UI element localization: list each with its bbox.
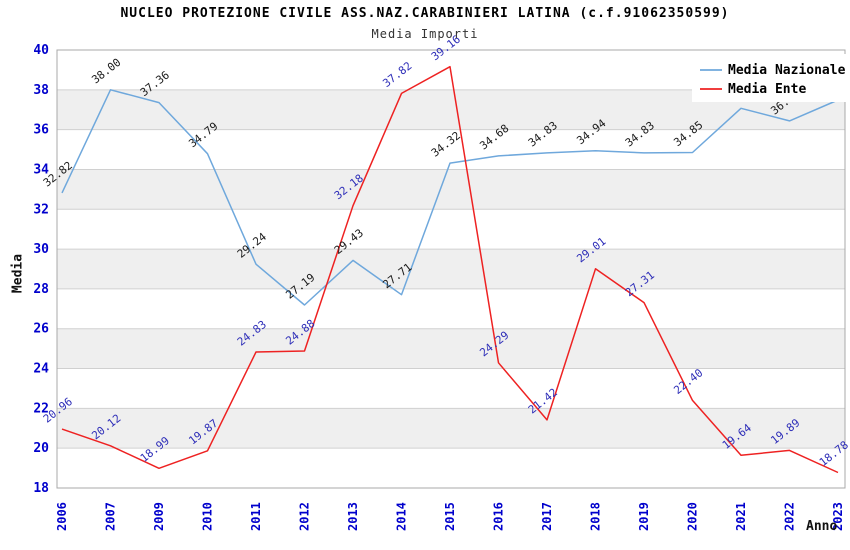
plot-band <box>57 408 845 449</box>
x-tick-label: 2015 <box>443 502 457 531</box>
plot-band <box>57 368 845 409</box>
series-line-media-ente <box>61 65 839 474</box>
chart-subtitle: Media Importi <box>371 27 479 41</box>
x-tick-label: 2019 <box>637 502 651 531</box>
x-tick-label: 2017 <box>540 502 554 531</box>
chart-title: NUCLEO PROTEZIONE CIVILE ASS.NAZ.CARABIN… <box>120 6 730 21</box>
x-tick-label: 2009 <box>152 502 166 531</box>
x-tick-label: 2006 <box>55 502 69 531</box>
y-tick-label: 18 <box>33 481 49 496</box>
y-tick-label: 30 <box>33 242 49 257</box>
x-axis-title: Anno <box>806 519 838 534</box>
y-tick-label: 32 <box>33 202 49 217</box>
series-line-media-nazionale <box>61 89 839 306</box>
x-tick-label: 2014 <box>395 502 409 531</box>
x-tick-label: 2013 <box>346 502 360 531</box>
x-tick-label: 2012 <box>298 502 312 531</box>
plot-border <box>56 49 846 489</box>
y-tick-label: 34 <box>33 162 49 177</box>
x-tick-label: 2022 <box>783 502 797 531</box>
y-tick-label: 36 <box>33 123 49 138</box>
y-tick-label: 38 <box>33 83 49 98</box>
plot-band <box>57 288 845 329</box>
legend-box <box>692 54 848 102</box>
y-tick-label: 40 <box>33 43 49 58</box>
legend-label: Media Ente <box>728 82 806 97</box>
x-tick-label: 2010 <box>201 502 215 531</box>
y-axis-title: Media <box>10 253 26 294</box>
plot-band <box>57 169 845 210</box>
plot-band <box>57 209 845 250</box>
x-tick-label: 2016 <box>492 502 506 531</box>
y-tick-label: 22 <box>33 401 49 416</box>
legend-label: Media Nazionale <box>728 63 846 78</box>
plot-band <box>57 448 845 488</box>
y-tick-label: 26 <box>33 322 49 337</box>
plot-band <box>57 249 845 289</box>
x-tick-label: 2011 <box>249 502 263 531</box>
x-tick-label: 2018 <box>589 502 603 531</box>
plot-band <box>57 328 845 369</box>
y-tick-label: 20 <box>33 441 49 456</box>
y-tick-label: 24 <box>33 362 49 377</box>
y-tick-label: 28 <box>33 282 49 297</box>
x-tick-label: 2023 <box>831 502 845 531</box>
x-tick-label: 2007 <box>104 502 118 531</box>
x-tick-label: 2020 <box>686 502 700 531</box>
x-tick-label: 2021 <box>734 502 748 531</box>
